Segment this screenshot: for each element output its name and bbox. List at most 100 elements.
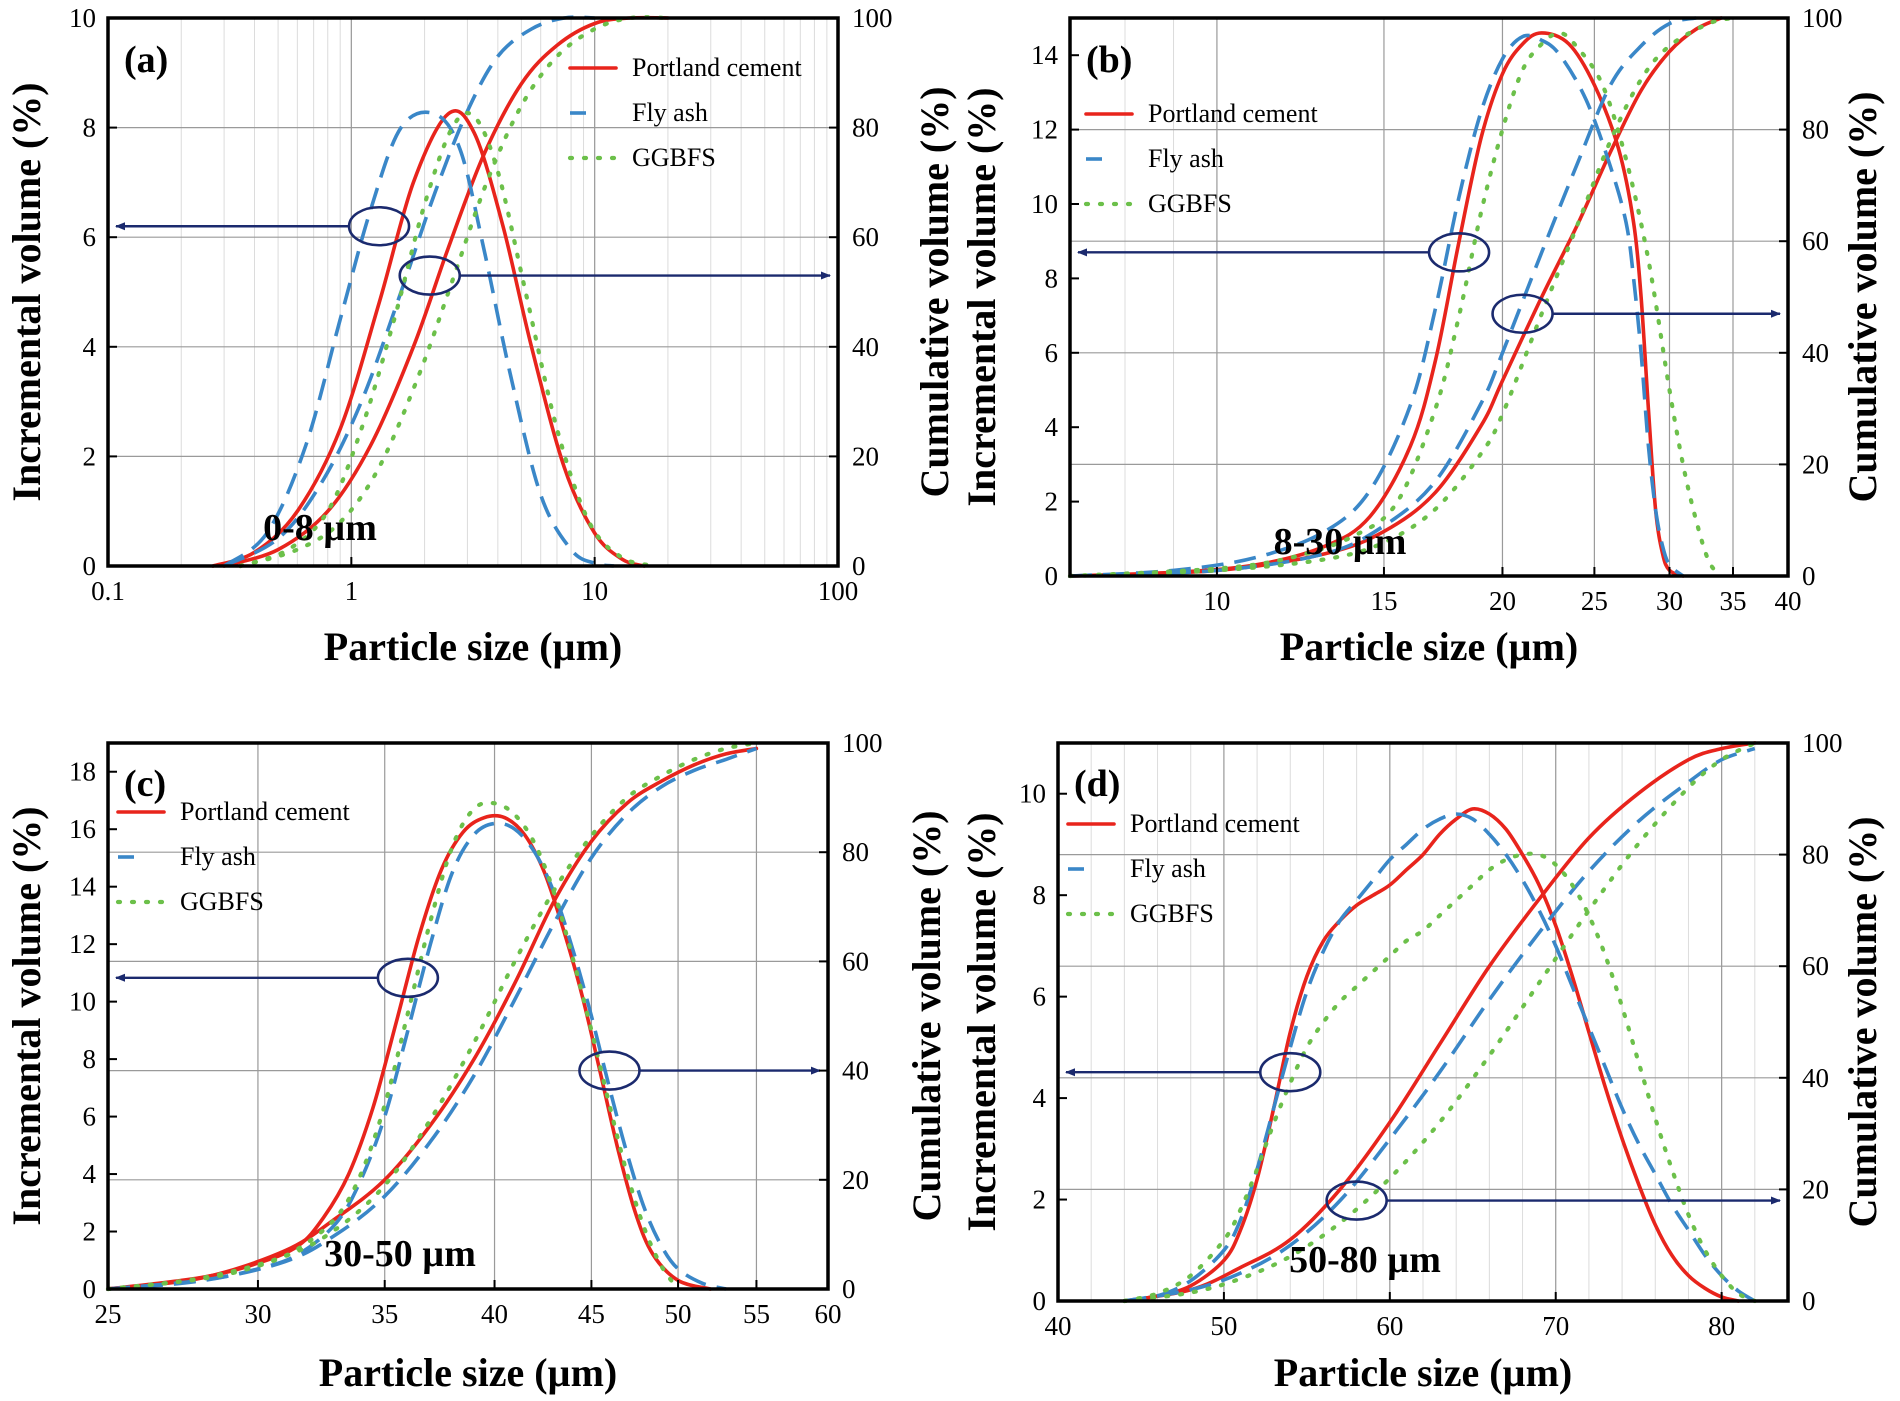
x-tick-label: 10 <box>1203 586 1230 616</box>
series-line-fly-ash-cumulative <box>107 746 758 1291</box>
x-tick-label: 15 <box>1370 586 1397 616</box>
y-left-tick-label: 10 <box>1019 779 1046 809</box>
y-left-tick-label: 12 <box>1031 115 1058 145</box>
y-right-tick-label: 20 <box>1802 449 1829 479</box>
y-left-tick-label: 4 <box>83 1159 97 1189</box>
y-left-axis-title: Incremental volume (%) <box>4 82 49 501</box>
x-tick-label: 50 <box>1210 1311 1237 1341</box>
y-right-axis-title: Cumulative volume (%) <box>912 86 957 497</box>
legend-label: Portland cement <box>1148 99 1318 128</box>
panel-label: (b) <box>1086 39 1132 81</box>
legend-label: GGBFS <box>180 887 264 916</box>
series-line-ggbfs-cumulative <box>1067 15 1736 579</box>
y-left-tick-label: 6 <box>83 222 97 252</box>
y-left-tick-label: 18 <box>69 757 96 787</box>
x-tick-label: 25 <box>1581 586 1608 616</box>
y-left-tick-label: 14 <box>1031 40 1059 70</box>
legend-label: Portland cement <box>180 797 350 826</box>
x-tick-label: 45 <box>578 1299 605 1329</box>
plot-frame <box>1056 741 1790 1303</box>
series-line-fly-ash-cumulative <box>1069 16 1697 578</box>
series-line-portland-cement-incremental <box>1068 31 1685 578</box>
y-left-tick-label: 0 <box>83 551 97 581</box>
y-left-tick-label: 14 <box>69 872 97 902</box>
y-right-tick-label: 80 <box>1802 840 1829 870</box>
legend-label: GGBFS <box>632 143 716 172</box>
series-line-portland-cement-cumulative <box>222 15 670 568</box>
y-right-tick-label: 80 <box>1802 115 1829 145</box>
x-axis-title: Particle size (µm) <box>319 1350 617 1395</box>
y-left-tick-label: 6 <box>1033 982 1047 1012</box>
y-right-axis-title: Cumulative volume (%) <box>904 810 949 1221</box>
plot-frame <box>106 16 840 568</box>
series-line-fly-ash-cumulative <box>223 15 595 568</box>
y-left-tick-label: 4 <box>1045 412 1059 442</box>
x-tick-label: 40 <box>481 1299 508 1329</box>
x-tick-label: 35 <box>371 1299 398 1329</box>
y-left-axis-title: Incremental volume (%) <box>4 806 49 1225</box>
series-line-ggbfs-cumulative <box>1122 740 1757 1304</box>
y-right-tick-label: 20 <box>1802 1174 1829 1204</box>
y-left-tick-label: 2 <box>1033 1185 1047 1215</box>
series-line-ggbfs-cumulative <box>238 15 670 569</box>
chart-panel-2: 10 15 20 25 30 35 4002468101214020406080100Par… <box>959 3 1885 669</box>
y-right-tick-label: 40 <box>1802 1063 1829 1093</box>
x-tick-label: 100 <box>818 576 859 606</box>
y-left-tick-label: 16 <box>69 814 96 844</box>
legend-label: GGBFS <box>1130 899 1214 928</box>
x-tick-label: 25 <box>95 1299 122 1329</box>
series-line-fly-ash-incremental <box>1069 33 1685 578</box>
x-tick-label: 0.1 <box>91 576 125 606</box>
x-axis-title: Particle size (µm) <box>1280 624 1578 669</box>
y-right-axis-title: Cumulative volume (%) <box>1840 91 1885 502</box>
legend-label: Portland cement <box>632 53 802 82</box>
y-left-tick-label: 10 <box>69 987 96 1017</box>
y-left-tick-label: 6 <box>1045 338 1059 368</box>
x-tick-label: 55 <box>743 1299 770 1329</box>
y-left-tick-label: 8 <box>83 1044 97 1074</box>
series-line-ggbfs-incremental <box>105 800 681 1292</box>
y-right-tick-label: 40 <box>842 1056 869 1086</box>
plot-frame <box>106 741 830 1291</box>
y-right-tick-label: 100 <box>1802 3 1843 33</box>
y-left-tick-label: 8 <box>83 113 97 143</box>
legend-label: Fly ash <box>180 842 256 871</box>
x-axis-title: Particle size (µm) <box>324 624 622 669</box>
legend-label: Portland cement <box>1130 809 1300 838</box>
y-right-tick-label: 60 <box>852 222 879 252</box>
y-right-tick-label: 100 <box>1802 728 1843 758</box>
x-tick-label: 30 <box>244 1299 271 1329</box>
y-left-tick-label: 0 <box>1045 561 1059 591</box>
series-line-fly-ash-incremental <box>222 110 615 568</box>
y-left-tick-label: 10 <box>69 3 96 33</box>
y-left-tick-label: 2 <box>1045 487 1059 517</box>
x-tick-label: 35 <box>1719 586 1746 616</box>
y-right-tick-label: 20 <box>852 441 879 471</box>
chart-panel-3: 25 30 35 40 45 50 55 60024681012141618020406080… <box>4 728 949 1395</box>
size-range-label: 30-50 µm <box>324 1233 476 1275</box>
size-range-label: 0-8 µm <box>263 507 377 549</box>
x-tick-label: 70 <box>1542 1311 1569 1341</box>
y-left-axis-title: Incremental volume (%) <box>959 87 1004 506</box>
y-left-tick-label: 0 <box>1033 1286 1047 1316</box>
y-right-tick-label: 0 <box>1802 561 1816 591</box>
y-right-tick-label: 80 <box>842 837 869 867</box>
legend-label: Fly ash <box>1130 854 1206 883</box>
series-line-fly-ash-incremental <box>107 821 727 1291</box>
plot-frame <box>1068 16 1790 578</box>
series-line-ggbfs-incremental <box>1122 851 1757 1304</box>
y-right-axis-title: Cumulative volume (%) <box>1840 816 1885 1227</box>
x-tick-label: 40 <box>1045 1311 1072 1341</box>
panel-label: (c) <box>124 763 166 805</box>
x-tick-label: 1 <box>345 576 359 606</box>
y-right-tick-label: 80 <box>852 113 879 143</box>
x-tick-label: 50 <box>665 1299 692 1329</box>
y-left-tick-label: 4 <box>1033 1083 1047 1113</box>
y-right-tick-label: 20 <box>842 1165 869 1195</box>
annotation-ellipse <box>398 255 462 296</box>
y-left-tick-label: 8 <box>1033 880 1047 910</box>
series-line-portland-cement-incremental <box>211 109 647 568</box>
series-line-fly-ash-incremental <box>1124 812 1756 1303</box>
